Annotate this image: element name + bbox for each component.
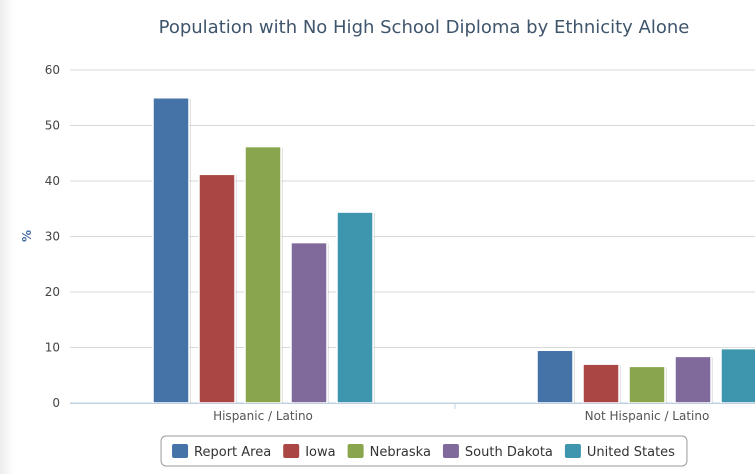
legend-label: United States xyxy=(587,445,675,460)
legend-swatch xyxy=(442,444,459,458)
bar-united-states-0[interactable] xyxy=(336,211,374,404)
y-tick-label: 10 xyxy=(45,341,60,355)
legend-item-iowa[interactable]: Iowa xyxy=(283,444,336,460)
bar-report-area-0[interactable] xyxy=(152,97,190,404)
bar-nebraska-1[interactable] xyxy=(628,365,666,404)
legend-label: Nebraska xyxy=(370,445,431,460)
bar-united-states-1[interactable] xyxy=(720,347,755,404)
legend-swatch xyxy=(283,444,300,458)
bar-iowa-0[interactable] xyxy=(198,173,236,404)
y-tick-label: 50 xyxy=(45,119,60,133)
legend-item-united-states[interactable]: United States xyxy=(564,444,675,460)
y-tick-label: 60 xyxy=(45,63,60,77)
bar-south-dakota-0[interactable] xyxy=(290,241,328,404)
bar-south-dakota-1[interactable] xyxy=(674,355,712,404)
y-axis-ticks: 0 10 20 30 40 50 60 xyxy=(45,63,60,410)
bar-report-area-1[interactable] xyxy=(536,349,574,404)
bar-iowa-1[interactable] xyxy=(582,363,620,404)
y-tick-label: 40 xyxy=(45,174,60,188)
panel-shadow-edge xyxy=(0,0,14,474)
legend-swatch xyxy=(347,444,364,458)
bars xyxy=(152,97,755,404)
y-tick-label: 20 xyxy=(45,285,60,299)
legend-swatch xyxy=(172,444,189,458)
legend[interactable]: Report Area Iowa Nebraska South Dakota Unite… xyxy=(160,435,688,467)
legend-label: South Dakota xyxy=(465,445,553,460)
legend-item-nebraska[interactable]: Nebraska xyxy=(347,444,431,460)
legend-swatch xyxy=(564,444,581,458)
x-axis: Hispanic / Latino Not Hispanic / Latino xyxy=(70,403,755,423)
legend-label: Iowa xyxy=(305,445,335,460)
chart-title: Population with No High School Diploma b… xyxy=(159,17,690,38)
legend-item-report-area[interactable]: Report Area xyxy=(172,444,271,460)
legend-item-south-dakota[interactable]: South Dakota xyxy=(442,444,553,460)
y-axis-label: % xyxy=(20,230,34,242)
x-tick-label: Hispanic / Latino xyxy=(213,409,313,423)
y-tick-label: 0 xyxy=(52,396,60,410)
legend-label: Report Area xyxy=(194,445,271,460)
legend-box xyxy=(160,435,688,467)
bar-nebraska-0[interactable] xyxy=(244,145,282,404)
x-tick-label: Not Hispanic / Latino xyxy=(585,409,710,423)
y-tick-label: 30 xyxy=(45,230,60,244)
